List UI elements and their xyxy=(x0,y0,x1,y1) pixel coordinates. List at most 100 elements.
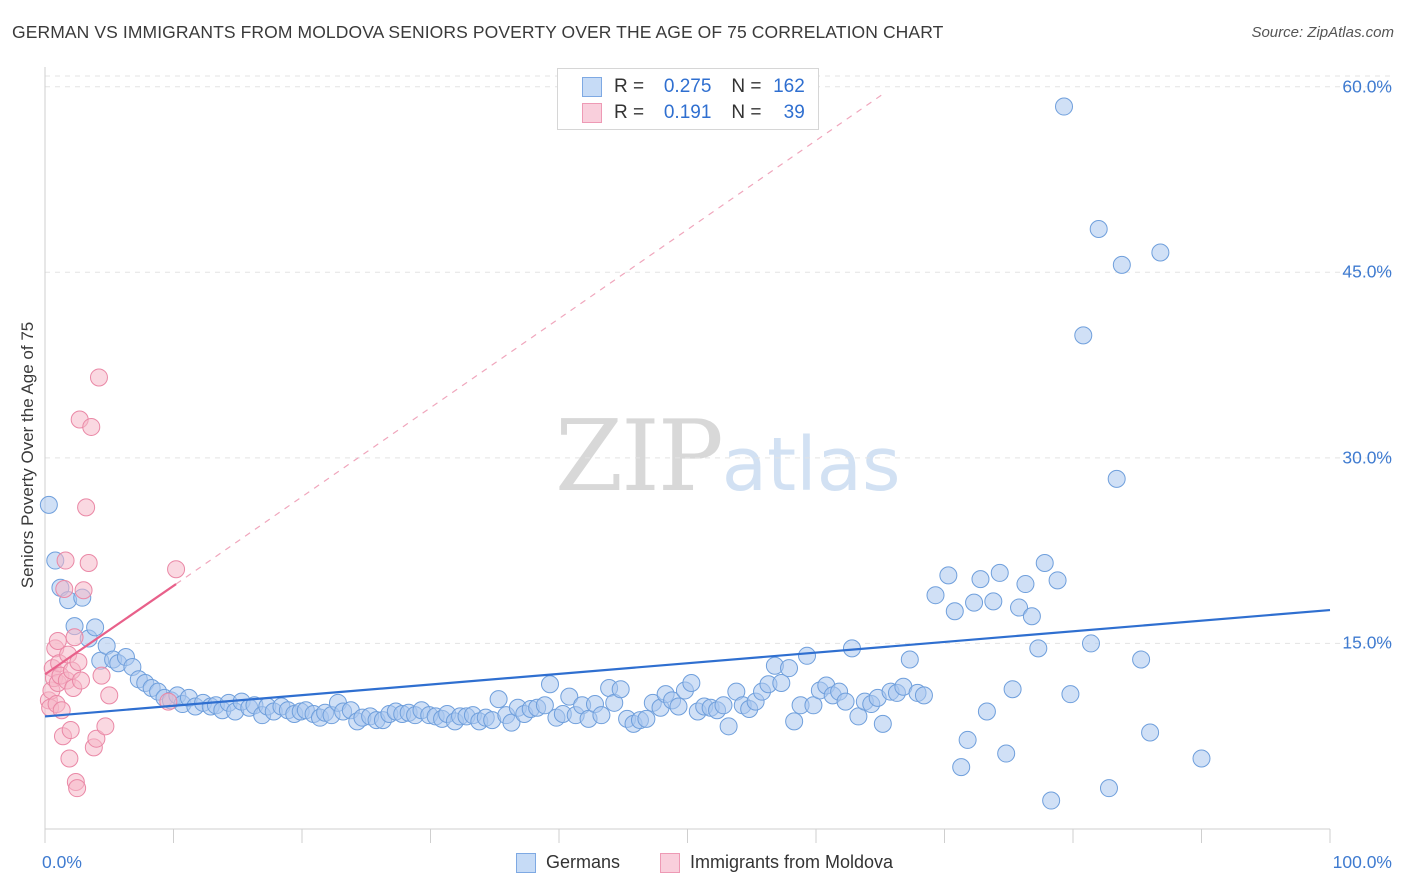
german-point xyxy=(669,697,688,716)
bottom-legend-label-germans: Germans xyxy=(546,852,621,872)
y-axis-title: Seniors Poverty Over the Age of 75 xyxy=(18,321,37,589)
moldova-trend-line xyxy=(44,583,177,676)
german-point xyxy=(945,602,964,621)
german-point xyxy=(1089,220,1108,239)
german-point xyxy=(1042,791,1061,810)
moldova-point xyxy=(55,580,74,599)
german-point xyxy=(849,707,868,726)
legend-swatch-germans xyxy=(582,77,602,97)
moldova-point xyxy=(68,779,87,798)
y-tick-label: 15.0% xyxy=(1342,632,1392,653)
y-tick-label: 45.0% xyxy=(1342,261,1392,282)
moldova-point xyxy=(100,686,119,705)
german-point xyxy=(1112,255,1131,274)
bottom-legend-swatch-moldova xyxy=(660,852,680,873)
moldova-point xyxy=(60,749,79,768)
moldova-point xyxy=(89,368,108,387)
bottom-legend-moldova: Immigrants from Moldova xyxy=(660,852,893,873)
german-point xyxy=(502,713,521,732)
legend-swatch-moldova xyxy=(582,103,602,123)
german-trend-line xyxy=(44,608,1331,718)
german-point xyxy=(535,696,554,715)
x-tick-label-max: 100.0% xyxy=(1332,852,1392,872)
german-point xyxy=(958,730,977,749)
german-point xyxy=(990,563,1009,582)
german-point xyxy=(971,570,990,589)
german-point xyxy=(1132,650,1151,669)
german-point xyxy=(714,696,733,715)
german-point xyxy=(1016,575,1035,594)
german-point xyxy=(637,709,656,728)
german-point xyxy=(785,712,804,731)
german-point xyxy=(719,717,738,736)
german-point xyxy=(541,675,560,694)
german-point xyxy=(772,674,791,693)
bottom-legend-swatch-germans xyxy=(516,852,536,873)
german-point xyxy=(965,593,984,612)
chart-title: GERMAN VS IMMIGRANTS FROM MOLDOVA SENIOR… xyxy=(12,22,944,42)
german-point xyxy=(926,586,945,605)
legend-n-label: N = xyxy=(731,76,762,97)
german-point xyxy=(592,706,611,725)
german-point xyxy=(1061,685,1080,704)
german-point xyxy=(39,495,58,514)
german-point xyxy=(611,680,630,699)
german-point xyxy=(798,646,817,665)
german-point xyxy=(1022,607,1041,626)
legend-row-moldova: R = 0.191 N = 39 xyxy=(582,101,805,125)
german-point xyxy=(1192,749,1211,768)
german-point xyxy=(1151,243,1170,262)
watermark-zip: ZIP xyxy=(555,400,724,514)
german-point xyxy=(86,618,105,637)
german-point xyxy=(1029,639,1048,658)
legend-n-label: N = xyxy=(731,102,762,123)
german-point xyxy=(682,674,701,693)
german-point xyxy=(1003,680,1022,699)
watermark-atlas: atlas xyxy=(721,422,901,508)
german-point xyxy=(997,744,1016,763)
german-point xyxy=(939,566,958,585)
legend-r-value: 0.275 xyxy=(663,76,712,97)
moldova-point xyxy=(56,551,75,570)
legend-r-label: R = xyxy=(614,102,645,123)
german-point xyxy=(1048,571,1067,590)
watermark: ZIPatlas xyxy=(555,400,901,514)
german-point xyxy=(952,758,971,777)
x-tick-label-min: 0.0% xyxy=(42,852,82,872)
german-point xyxy=(1141,723,1160,742)
moldova-point xyxy=(167,560,186,579)
german-point xyxy=(780,659,799,678)
german-point xyxy=(1099,779,1118,798)
moldova-point xyxy=(82,417,101,436)
german-point xyxy=(804,696,823,715)
moldova-point xyxy=(77,498,96,517)
bottom-legend-label-moldova: Immigrants from Moldova xyxy=(690,852,894,872)
moldova-point xyxy=(71,671,90,690)
legend-r-value: 0.191 xyxy=(663,102,712,123)
legend-n-value: 162 xyxy=(773,76,805,97)
german-point xyxy=(1074,326,1093,345)
y-tick-label: 60.0% xyxy=(1342,76,1392,97)
moldova-point xyxy=(74,581,93,600)
german-point xyxy=(1055,97,1074,116)
german-point xyxy=(1010,598,1029,617)
german-point xyxy=(1081,634,1100,653)
german-point xyxy=(489,690,508,709)
moldova-point xyxy=(61,721,80,740)
german-point xyxy=(560,687,579,706)
german-point xyxy=(984,592,1003,611)
moldova-point xyxy=(87,729,106,748)
moldova-point xyxy=(92,666,111,685)
moldova-point xyxy=(79,554,98,573)
german-point xyxy=(836,692,855,711)
german-point xyxy=(873,714,892,733)
correlation-legend: R = 0.275 N = 162 R = 0.191 N = 39 xyxy=(557,68,819,130)
german-point xyxy=(914,686,933,705)
chart-source: Source: ZipAtlas.com xyxy=(1251,24,1394,41)
legend-r-label: R = xyxy=(614,76,645,97)
moldova-point xyxy=(48,631,67,650)
legend-row-germans: R = 0.275 N = 162 xyxy=(582,75,805,99)
moldova-point xyxy=(65,628,84,647)
legend-n-value: 39 xyxy=(783,102,805,123)
german-point xyxy=(977,702,996,721)
